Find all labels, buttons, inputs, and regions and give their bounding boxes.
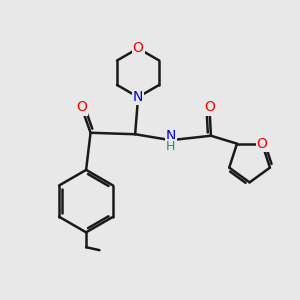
- Text: N: N: [166, 129, 176, 143]
- Text: O: O: [257, 137, 268, 151]
- Text: N: N: [133, 90, 143, 104]
- Text: O: O: [133, 41, 143, 56]
- Text: H: H: [166, 140, 176, 153]
- Text: O: O: [204, 100, 215, 115]
- Text: O: O: [76, 100, 87, 115]
